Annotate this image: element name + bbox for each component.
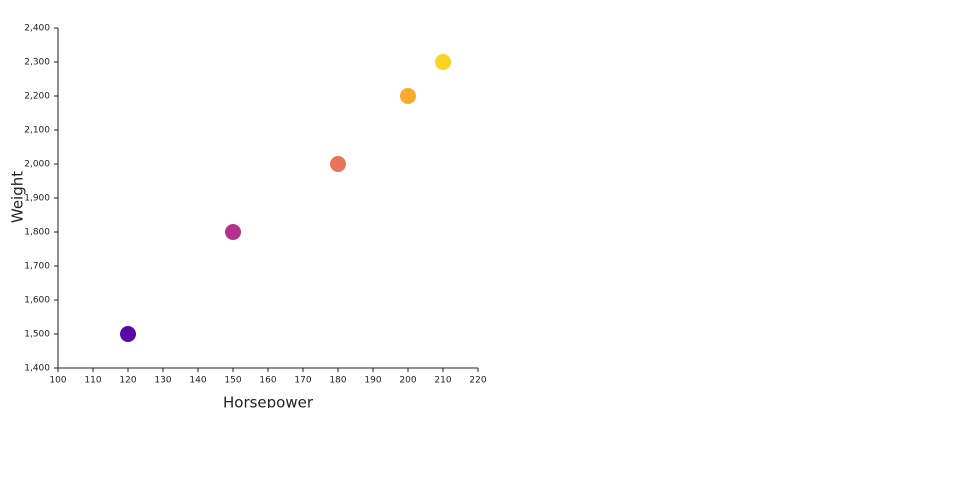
point — [120, 326, 136, 342]
x-tick-label: 150 — [224, 376, 241, 386]
y-tick-label: 2,200 — [24, 92, 50, 102]
x-tick-label: 220 — [469, 376, 486, 386]
point — [400, 88, 416, 104]
x-tick-label: 140 — [189, 376, 206, 386]
x-tick-label: 160 — [259, 376, 276, 386]
x-tick-label: 120 — [119, 376, 136, 386]
point — [330, 156, 346, 172]
x-tick-label: 180 — [329, 376, 346, 386]
x-tick-label: 170 — [294, 376, 311, 386]
x-tick-label: 110 — [84, 376, 101, 386]
y-tick-label: 2,100 — [24, 126, 50, 136]
x-tick-label: 130 — [154, 376, 171, 386]
x-tick-label: 210 — [434, 376, 451, 386]
y-tick-label: 2,300 — [24, 58, 50, 68]
y-tick-label: 2,400 — [24, 24, 50, 34]
point — [225, 224, 241, 240]
x-tick-label: 200 — [399, 376, 416, 386]
y-tick-label: 1,400 — [24, 364, 50, 374]
x-axis-title: Horsepower — [223, 394, 314, 412]
y-tick-label: 1,500 — [24, 330, 50, 340]
point — [435, 54, 451, 70]
y-tick-label: 2,000 — [24, 160, 50, 170]
y-tick-label: 1,900 — [24, 194, 50, 204]
y-tick-label: 1,700 — [24, 262, 50, 272]
x-tick-label: 100 — [49, 376, 66, 386]
clip-cover — [0, 408, 960, 500]
x-tick-label: 190 — [364, 376, 381, 386]
y-axis-title: Weight — [9, 171, 27, 223]
y-tick-label: 1,600 — [24, 296, 50, 306]
y-tick-label: 1,800 — [24, 228, 50, 238]
axis-titles: Horsepower Weight — [9, 171, 314, 412]
